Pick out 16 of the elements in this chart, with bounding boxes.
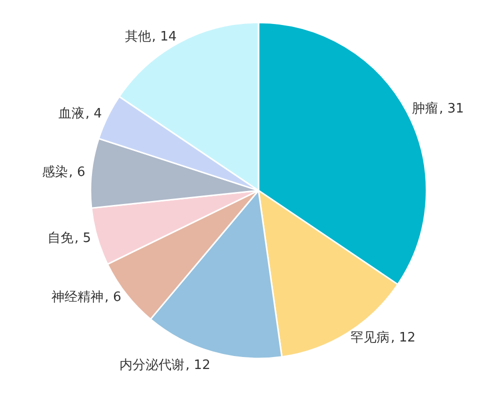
slice-label: 血液 <box>58 106 84 122</box>
data-label: , 12 <box>186 358 210 373</box>
slice-label: 肿瘤 <box>412 100 438 116</box>
data-label: , 5 <box>74 230 92 246</box>
slice-label: 罕见病 <box>350 330 390 346</box>
slice-label: 自免 <box>48 230 74 246</box>
slice-label: 感染 <box>42 164 68 180</box>
data-label: , 31 <box>439 101 464 116</box>
slice-label: 神经精神 <box>52 290 104 306</box>
data-label: , 4 <box>85 106 102 122</box>
data-label: , 12 <box>390 330 416 346</box>
data-label: , 6 <box>104 290 122 306</box>
slice-label: 其他 <box>124 29 151 44</box>
data-label: , 6 <box>68 164 86 180</box>
data-label: , 14 <box>152 29 177 44</box>
slice-label: 内分泌代谢 <box>120 358 185 373</box>
